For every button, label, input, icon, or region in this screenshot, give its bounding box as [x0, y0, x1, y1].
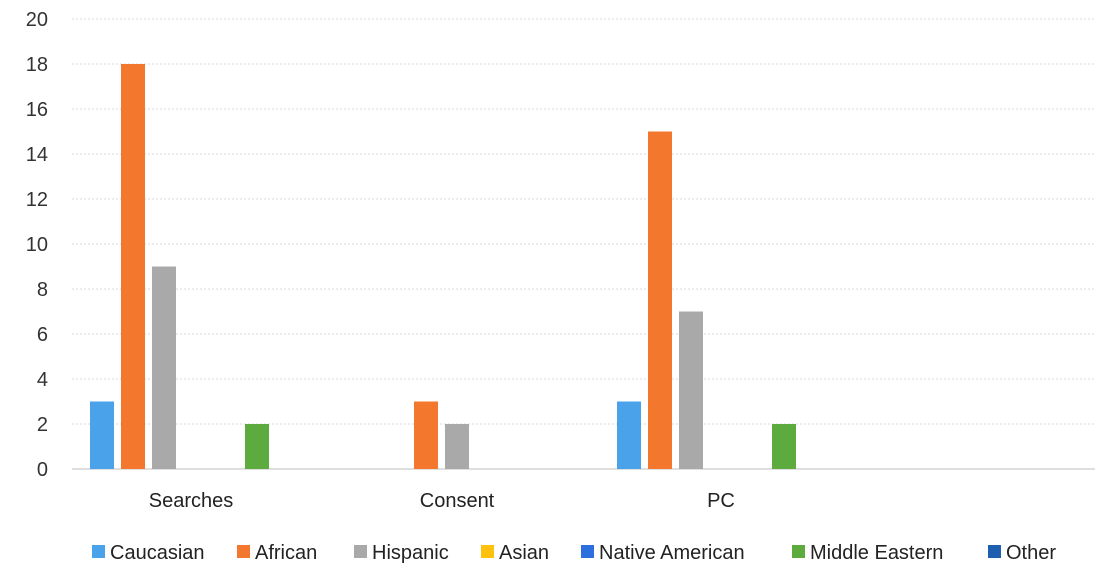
- legend-item: Native American: [581, 542, 745, 564]
- y-tick-label: 14: [26, 144, 48, 166]
- legend-label: Asian: [499, 542, 549, 564]
- y-tick-label: 10: [26, 234, 48, 256]
- y-axis-ticks: 0 2 4 6 8 10 12 14 16 18 20: [26, 9, 48, 481]
- legend-swatch: [988, 545, 1001, 558]
- bar-pc-african: [648, 131, 672, 469]
- y-tick-label: 4: [37, 369, 48, 391]
- bar-consent-african: [414, 401, 438, 469]
- y-tick-label: 8: [37, 279, 48, 301]
- bar-searches-caucasian: [90, 401, 114, 469]
- legend-label: Native American: [599, 542, 745, 564]
- x-category-label: Searches: [149, 490, 234, 512]
- legend-item: Middle Eastern: [792, 542, 943, 564]
- legend-item: Caucasian: [92, 542, 205, 564]
- legend: Caucasian African Hispanic Asian Native Amer…: [92, 542, 1056, 564]
- legend-label: Middle Eastern: [810, 542, 943, 564]
- y-tick-label: 12: [26, 189, 48, 211]
- legend-swatch: [581, 545, 594, 558]
- legend-label: Other: [1006, 542, 1056, 564]
- bars: [90, 64, 796, 469]
- bar-searches-african: [121, 64, 145, 469]
- bar-pc-caucasian: [617, 401, 641, 469]
- y-tick-label: 18: [26, 54, 48, 76]
- legend-label: Caucasian: [110, 542, 205, 564]
- x-axis-categories: Searches Consent PC: [149, 490, 735, 512]
- bar-consent-hispanic: [445, 424, 469, 469]
- legend-swatch: [792, 545, 805, 558]
- bar-pc-middle-eastern: [772, 424, 796, 469]
- bar-pc-hispanic: [679, 311, 703, 469]
- legend-item: Hispanic: [354, 542, 449, 564]
- legend-item: African: [237, 542, 317, 564]
- y-tick-label: 2: [37, 414, 48, 436]
- x-category-label: Consent: [420, 490, 495, 512]
- legend-swatch: [354, 545, 367, 558]
- legend-swatch: [92, 545, 105, 558]
- y-tick-label: 16: [26, 99, 48, 121]
- legend-swatch: [237, 545, 250, 558]
- legend-label: Hispanic: [372, 542, 449, 564]
- y-tick-label: 20: [26, 9, 48, 31]
- y-tick-label: 0: [37, 459, 48, 481]
- y-tick-label: 6: [37, 324, 48, 346]
- x-category-label: PC: [707, 490, 735, 512]
- legend-swatch: [481, 545, 494, 558]
- legend-label: African: [255, 542, 317, 564]
- legend-item: Asian: [481, 542, 549, 564]
- bar-searches-middle-eastern: [245, 424, 269, 469]
- legend-item: Other: [988, 542, 1056, 564]
- bar-searches-hispanic: [152, 266, 176, 469]
- gridlines: [72, 18, 1095, 470]
